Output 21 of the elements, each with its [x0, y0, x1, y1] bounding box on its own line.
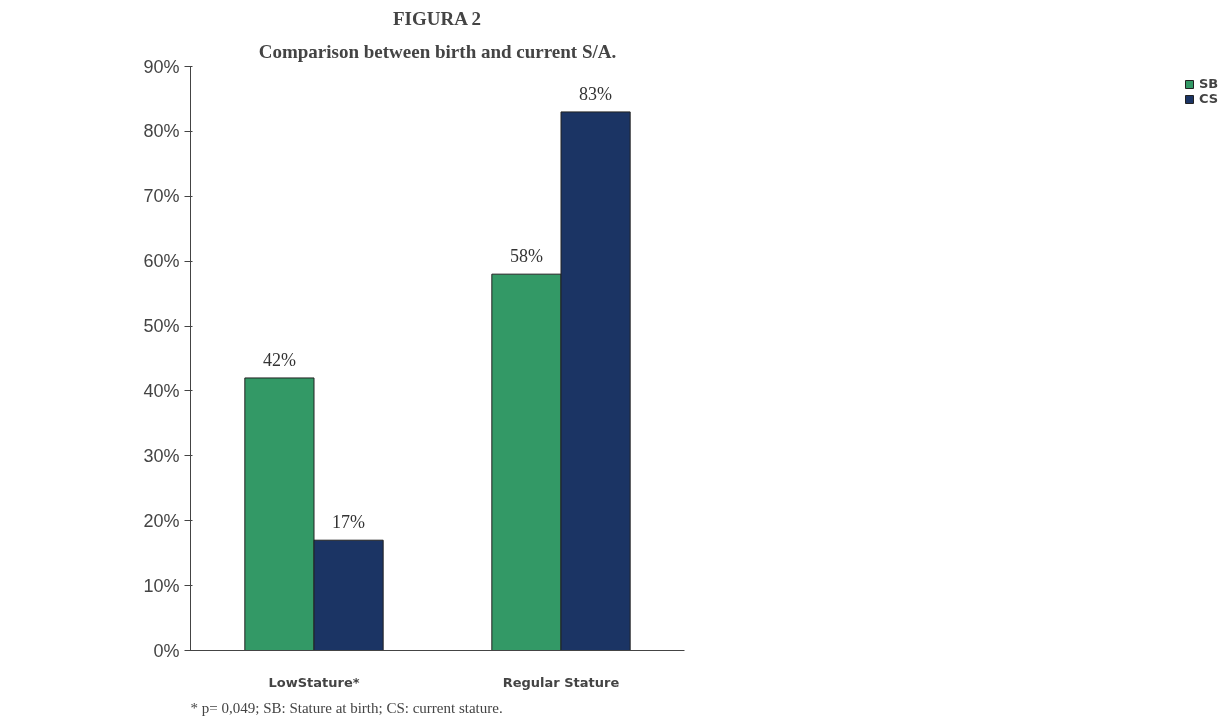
y-tick-label: 0% — [153, 640, 180, 661]
x-tick-label: Regular Stature — [502, 674, 620, 690]
data-label: 42% — [262, 349, 296, 370]
chart-subtitle: Comparison between birth and current S/A. — [258, 40, 617, 62]
chart-title: FIGURA 2 — [392, 7, 482, 29]
y-tick-label: 60% — [143, 251, 180, 272]
x-tick-label: LowStature* — [268, 674, 360, 690]
y-tick-label: 50% — [143, 316, 180, 337]
y-tick-label: 20% — [143, 510, 180, 531]
data-label: 83% — [579, 83, 613, 104]
data-label: 58% — [509, 246, 543, 267]
legend-label: SB — [1199, 76, 1219, 91]
y-tick-label: 30% — [143, 445, 180, 466]
y-tick-label: 90% — [143, 56, 180, 77]
y-tick-label: 10% — [143, 575, 180, 596]
y-tick-label: 70% — [143, 186, 180, 207]
text: * p= 0,049; SB: Stature at birth; CS: current stature. — [190, 699, 503, 716]
y-tick-label: 40% — [143, 380, 180, 401]
data-label: 17% — [332, 512, 366, 533]
y-tick-label: 80% — [143, 121, 180, 142]
legend-label: CS — [1199, 91, 1219, 106]
